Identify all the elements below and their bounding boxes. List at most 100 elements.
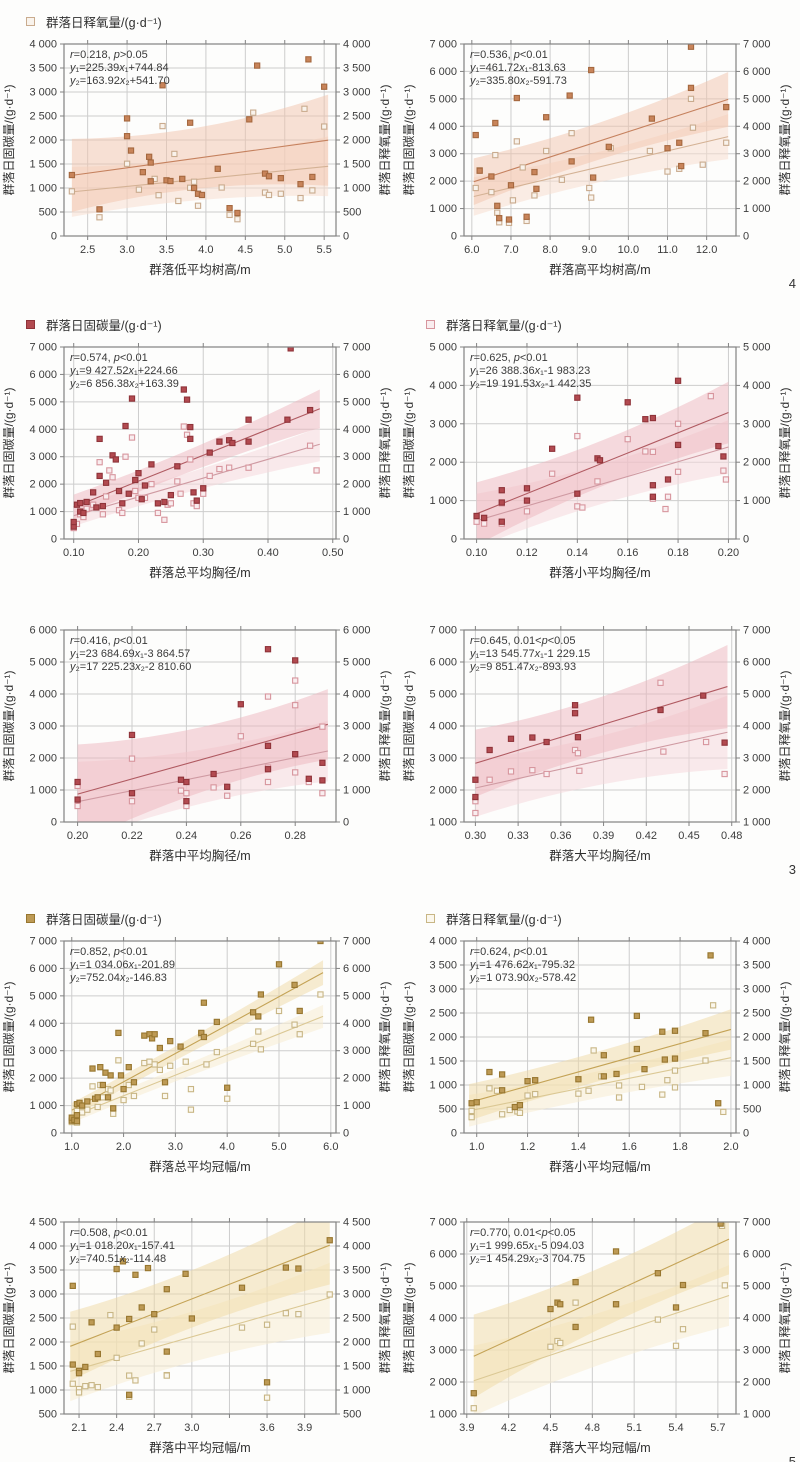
data-point-oxygen	[548, 470, 556, 477]
plot-area	[70, 347, 321, 532]
data-point-oxygen	[594, 478, 601, 485]
data-point-carbon	[543, 738, 550, 746]
data-point-carbon	[305, 775, 312, 782]
y-tick-label-left: 3 500	[29, 1265, 57, 1277]
data-point-carbon	[163, 1348, 170, 1355]
data-point-carbon	[147, 159, 154, 166]
data-point-oxygen	[200, 490, 207, 497]
data-point-oxygen	[657, 679, 664, 686]
data-point-oxygen	[523, 508, 531, 515]
data-point-oxygen	[674, 468, 682, 475]
data-point-oxygen	[319, 790, 326, 797]
data-point-oxygen	[301, 105, 308, 112]
page-number: 5	[788, 1454, 796, 1462]
y-tick-label-right: 2 000	[343, 479, 371, 491]
data-point-carbon	[642, 416, 649, 423]
y-tick-label-left: 4 000	[429, 936, 457, 948]
data-point-oxygen	[558, 176, 565, 183]
data-point-carbon	[109, 452, 116, 459]
data-point-carbon	[151, 1311, 158, 1318]
stats-annotation-line: y₂=6 856.38x₂+163.39	[69, 378, 179, 390]
y-tick-label-left: 3 000	[429, 148, 457, 160]
data-point-carbon	[74, 796, 81, 803]
y-tick-label-left: 5 000	[429, 342, 457, 354]
stats-annotation-line: y₁=23 684.69x₁-3 864.57	[69, 648, 190, 660]
chart-panel-9: 2.1 2.4 2.7 3.0 3.6 3.9 500 500 1 000 1 000 1 500 1…	[0, 1212, 400, 1462]
stats-annotation-line: y₁=26 388.36x₁-1 983.23	[469, 365, 590, 377]
data-point-carbon	[94, 1094, 101, 1101]
x-tick-label: 2.0	[723, 1141, 738, 1153]
legend-daily-oxygen: 群落日释氧量/(g·d⁻¹)	[426, 909, 562, 928]
x-tick-label: 0.10	[466, 547, 487, 559]
y-tick-label-left: 6 000	[429, 1249, 457, 1261]
x-tick-label: 0.39	[593, 830, 614, 842]
y-tick-label-left: 6 000	[429, 66, 457, 78]
stats-annotation-line: y₂=740.51x₂-114.48	[69, 1253, 166, 1265]
data-point-oxygen	[128, 434, 136, 441]
y-tick-label-left: 3 500	[429, 960, 457, 972]
data-point-carbon	[523, 497, 531, 504]
data-point-oxygen	[156, 1066, 163, 1074]
y-tick-label-left: 0	[451, 1128, 457, 1140]
y-tick-label-right: 0	[343, 534, 349, 546]
data-point-carbon	[139, 169, 146, 176]
x-axis-title: 群落总平均胸径/m	[149, 565, 250, 580]
x-tick-label: 0.12	[516, 547, 537, 559]
data-point-oxygen	[94, 1103, 101, 1111]
stats-annotation-line: y₁=9 427.52x₁+224.66	[69, 365, 178, 377]
x-tick-label: 0.50	[322, 547, 343, 559]
stats-annotation-line: y₂=17 225.23x₂-2 810.60	[69, 661, 191, 673]
data-point-oxygen	[672, 1342, 680, 1349]
data-point-oxygen	[654, 1316, 662, 1323]
data-point-carbon	[112, 456, 119, 463]
legend-slot: 群落日释氧量/(g·d⁻¹)	[400, 905, 800, 931]
x-tick-label: 0.14	[567, 547, 588, 559]
data-point-oxygen	[557, 1339, 564, 1347]
data-point-carbon	[687, 44, 695, 50]
y-tick-label-right: 4 000	[743, 121, 771, 133]
regression-line-oxygen	[473, 136, 729, 198]
chart-panel-1: 群落日释氧量/(g·d⁻¹) 2.5 3.0 3.5 4.0 4.5 5.0 5.5 0 0 500…	[0, 8, 400, 295]
x-tick-label: 0.10	[63, 547, 84, 559]
y-tick-label-right: 2 000	[343, 135, 371, 147]
data-point-carbon	[154, 500, 162, 507]
chart-panel-8: 群落日释氧量/(g·d⁻¹) 1.0 1.2 1.4 1.6 1.8 2.0 0 0 500 500…	[400, 905, 800, 1192]
x-axis-title: 群落中平均胸径/m	[149, 848, 250, 863]
data-point-oxygen	[277, 190, 284, 197]
data-point-carbon	[229, 439, 236, 447]
x-tick-label: 0.42	[636, 830, 657, 842]
data-point-oxygen	[263, 1321, 271, 1328]
data-point-oxygen	[132, 1377, 139, 1384]
data-point-oxygen	[206, 472, 213, 480]
data-point-carbon	[557, 1301, 564, 1308]
data-point-oxygen	[506, 1106, 513, 1114]
data-point-carbon	[641, 1066, 648, 1073]
x-tick-label: 2.0	[116, 1141, 131, 1153]
y-tick-label-right: 1 000	[343, 183, 371, 195]
data-point-oxygen	[224, 792, 231, 799]
data-point-oxygen	[113, 1354, 120, 1361]
data-point-oxygen	[679, 1326, 687, 1333]
data-point-oxygen	[664, 168, 671, 175]
data-point-carbon	[210, 770, 217, 778]
data-point-carbon	[145, 153, 153, 160]
chart-panel-5: 0.20 0.22 0.24 0.26 0.28 0 0 1 000 1 000 2 000 2 0…	[0, 620, 400, 881]
chart-row-2: 群落日固碳量/(g·d⁻¹) 0.10 0.20 0.30 0.40 0.50 0 0 1 00…	[0, 311, 800, 598]
y-tick-label-right: 4 000	[343, 1018, 371, 1030]
y-tick-label-left: 1 000	[429, 203, 457, 215]
x-tick-label: 3.0	[119, 244, 134, 256]
y-tick-label-right: 3 500	[343, 1265, 371, 1277]
data-point-carbon	[96, 472, 103, 480]
y-tick-label-left: 2 500	[429, 1008, 457, 1020]
y-tick-label-right: 3 000	[743, 148, 771, 160]
y-axis-title-right: 群落日释氧量/(g·d⁻¹)	[778, 1262, 792, 1373]
y-tick-label-right: 7 000	[343, 936, 371, 948]
data-point-carbon	[575, 1076, 582, 1083]
data-point-oxygen	[721, 770, 728, 778]
data-point-carbon	[177, 1043, 184, 1050]
legend-label: 群落日释氧量/(g·d⁻¹)	[46, 15, 162, 30]
data-point-carbon	[245, 416, 252, 423]
stats-annotation-line: r=0.770, 0.01<p<0.05	[470, 1227, 576, 1239]
regression-line-carbon	[77, 723, 328, 795]
stats-annotation-line: y₂=1 073.90x₂-578.42	[469, 972, 576, 984]
